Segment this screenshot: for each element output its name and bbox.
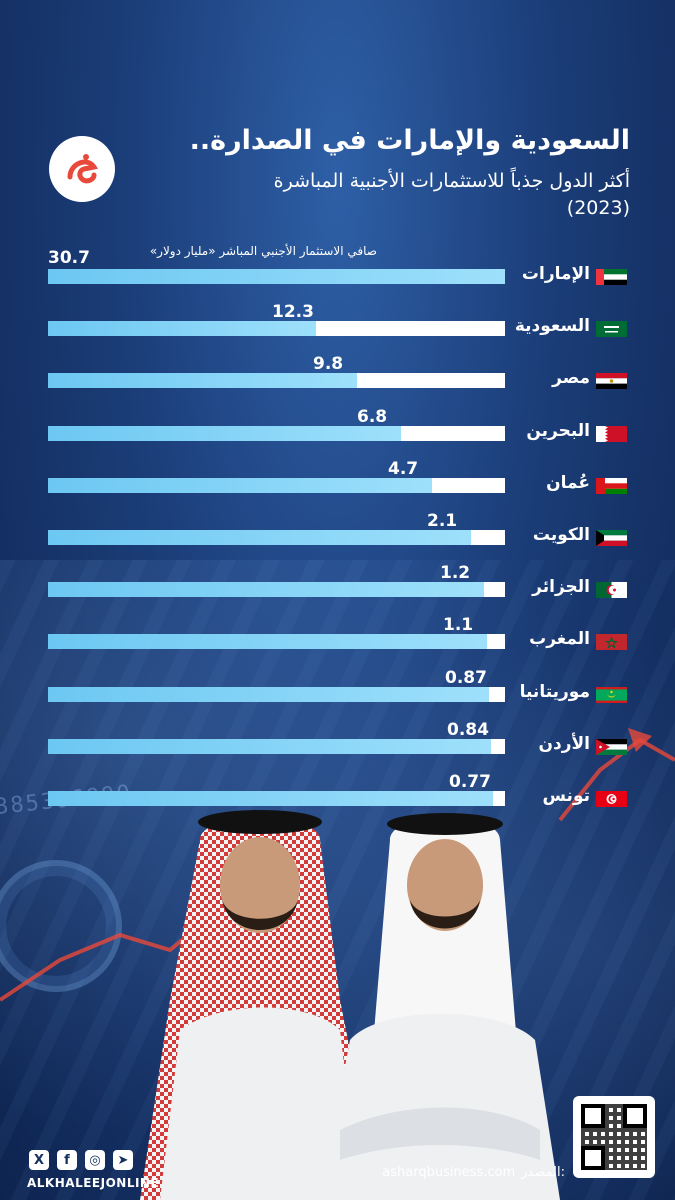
bar <box>48 791 493 806</box>
bar <box>48 269 505 284</box>
jordan-flag-icon <box>596 738 627 755</box>
qr-code[interactable] <box>573 1096 655 1178</box>
subtitle-line-1: أكثر الدول جذباً للاستثمارات الأجنبية ال… <box>273 170 630 192</box>
unit-label: صافي الاستثمار الأجنبي المباشر «مليار دو… <box>149 244 377 258</box>
bar <box>48 582 484 598</box>
bar-row: 1.2 الجزائر <box>0 563 675 599</box>
bar-row: 30.7 الإمارات <box>0 248 675 285</box>
bar-value-label: 0.77 <box>449 772 491 792</box>
bar-track <box>48 530 505 545</box>
source-label: المصدر: <box>521 1165 565 1180</box>
country-label: الإمارات <box>521 264 590 284</box>
social-icons: X f ◎ ➤ <box>29 1150 133 1170</box>
bar-value-label: 0.84 <box>447 719 489 740</box>
bar-track <box>48 738 505 754</box>
tunisia-flag-icon <box>596 791 627 807</box>
qr-corner-bottom-left <box>581 1146 605 1170</box>
bar-value-label: 4.7 <box>388 458 419 479</box>
bar-track <box>48 373 505 389</box>
social-handle: ALKHALEEJONLINE <box>27 1176 160 1190</box>
country-label: البحرين <box>526 420 590 441</box>
country-label: الكويت <box>532 525 590 545</box>
bar-row: 0.77 تونس <box>0 772 675 807</box>
telegram-icon[interactable]: ➤ <box>113 1150 133 1170</box>
bar-row: 0.87 موريتانيا <box>0 668 675 703</box>
qr-corner-top-left <box>581 1104 605 1128</box>
page-subtitle: أكثر الدول جذباً للاستثمارات الأجنبية ال… <box>274 168 630 222</box>
bar <box>48 738 491 754</box>
bar-value-label: 1.2 <box>440 563 471 584</box>
country-label: عُمان <box>546 472 590 493</box>
bar <box>48 321 316 337</box>
bar-value-label: 0.87 <box>445 667 487 688</box>
country-label: تونس <box>542 786 590 806</box>
bar <box>48 686 489 702</box>
algeria-flag-icon <box>596 582 627 599</box>
bar <box>48 425 401 441</box>
bar-row: 1.1 المغرب <box>0 615 675 651</box>
bar-value-label: 9.8 <box>313 354 344 375</box>
bar-track <box>48 321 505 337</box>
bar-track <box>48 582 505 598</box>
bar-row: 0.84 الأردن <box>0 720 675 755</box>
bar-row: 9.8 مصر <box>0 354 675 390</box>
country-label: الأردن <box>538 733 590 754</box>
bar <box>48 373 357 389</box>
country-label: مصر <box>552 368 590 389</box>
bar-value-label: 30.7 <box>48 248 90 268</box>
bar-row: 12.3 السعودية <box>0 302 675 338</box>
bar-track <box>48 791 505 806</box>
country-label: موريتانيا <box>519 681 590 702</box>
morocco-flag-icon <box>596 634 627 651</box>
page-title: السعودية والإمارات في الصدارة.. <box>189 125 630 156</box>
bar-value-label: 2.1 <box>427 511 458 531</box>
bar-value-label: 1.1 <box>443 615 474 636</box>
bar <box>48 477 432 493</box>
uae-flag-icon <box>596 269 627 285</box>
facebook-icon[interactable]: f <box>57 1150 77 1170</box>
egypt-flag-icon <box>596 373 627 390</box>
bar <box>48 530 471 545</box>
oman-flag-icon <box>596 477 627 494</box>
kuwait-flag-icon <box>596 530 627 546</box>
bar-track <box>48 425 505 441</box>
source-value[interactable]: asharqbusiness.com <box>382 1165 516 1180</box>
bar-track <box>48 269 505 284</box>
bar-row: 6.8 البحرين <box>0 407 675 442</box>
brand-logo <box>49 136 115 202</box>
bar-value-label: 6.8 <box>357 406 388 427</box>
country-label: الجزائر <box>532 577 590 598</box>
bar-row: 2.1 الكويت <box>0 511 675 546</box>
bahrain-flag-icon <box>596 425 627 442</box>
bar <box>48 634 487 650</box>
bar-track <box>48 686 505 702</box>
country-label: السعودية <box>514 316 590 337</box>
subtitle-line-2: (2023) <box>566 197 630 219</box>
people-illustration <box>140 810 560 1200</box>
mauritania-flag-icon <box>596 686 627 703</box>
source-line: asharqbusiness.com المصدر: <box>382 1165 565 1180</box>
saudi-flag-icon <box>596 321 627 338</box>
bar-track <box>48 634 505 650</box>
bar-row: 4.7 عُمان <box>0 459 675 494</box>
country-label: المغرب <box>529 629 590 650</box>
qr-corner-top-right <box>623 1104 647 1128</box>
instagram-icon[interactable]: ◎ <box>85 1150 105 1170</box>
x-icon[interactable]: X <box>29 1150 49 1170</box>
bar-track <box>48 477 505 493</box>
bar-value-label: 12.3 <box>272 302 314 323</box>
